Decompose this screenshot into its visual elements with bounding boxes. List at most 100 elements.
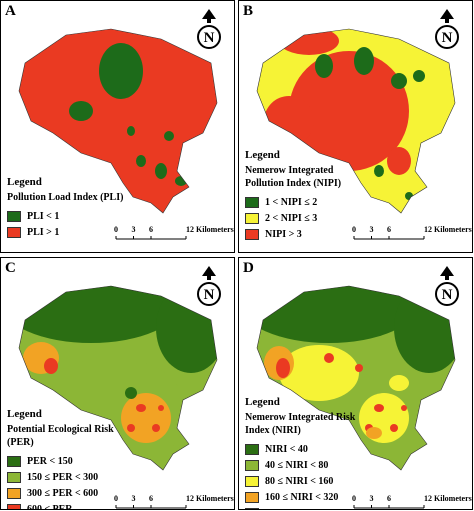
ring bbox=[435, 25, 459, 49]
zone bbox=[125, 387, 137, 399]
zone bbox=[156, 286, 217, 373]
map-layer bbox=[19, 29, 217, 213]
map: N 0 3 6 12 Kilometers bbox=[256, 266, 472, 509]
zone bbox=[152, 424, 160, 432]
panel-letter: C bbox=[5, 260, 16, 276]
panel-letter: D bbox=[243, 260, 254, 276]
scale-label: 12 Kilometers bbox=[186, 225, 234, 234]
legend-swatch bbox=[245, 459, 259, 471]
legend-title: Legend bbox=[245, 149, 280, 161]
zone bbox=[374, 404, 384, 412]
legend-swatch bbox=[245, 196, 259, 208]
north-label: N bbox=[204, 287, 215, 303]
zone bbox=[401, 405, 407, 411]
zone bbox=[289, 51, 409, 171]
legend: Legend Pollution Load Index (PLI) PLI < 1 P… bbox=[7, 176, 135, 240]
legend-label: 600 ≤ PER bbox=[27, 503, 73, 510]
legend-swatch bbox=[245, 228, 259, 240]
scale-label: 6 bbox=[149, 225, 153, 234]
legend-title: Legend bbox=[7, 176, 42, 188]
legend-title: Legend bbox=[7, 408, 42, 420]
legend-swatch bbox=[245, 491, 259, 503]
scale-bar: 0 3 6 12 Kilometers bbox=[114, 494, 234, 509]
legend-label: 160 ≤ NIRI < 320 bbox=[265, 491, 339, 503]
map: N 0 3 6 12 Kilometers bbox=[18, 266, 234, 509]
legend: Legend Nemerow Integrated Risk Index (NIR… bbox=[245, 396, 373, 510]
map-panel: N 0 3 6 12 Kilometers B Legend Nemerow Integrat… bbox=[238, 0, 473, 253]
scale-bar: 0 3 6 12 Kilometers bbox=[352, 225, 472, 240]
legend-item: PER < 150 bbox=[7, 453, 135, 469]
boundary bbox=[18, 28, 218, 214]
zone bbox=[19, 286, 181, 343]
zone bbox=[173, 441, 189, 455]
legend-label: 40 ≤ NIRI < 80 bbox=[265, 459, 329, 471]
zone bbox=[315, 54, 333, 78]
scale-bar: 0 3 6 12 Kilometers bbox=[352, 494, 472, 509]
zone bbox=[127, 126, 135, 136]
legend-title: Legend bbox=[245, 396, 280, 408]
map-area bbox=[19, 286, 217, 470]
legend-label: 80 ≤ NIRI < 160 bbox=[265, 475, 334, 487]
scale-label: 0 bbox=[352, 225, 356, 234]
ring bbox=[435, 282, 459, 306]
scale-bar: 0 3 6 12 Kilometers bbox=[114, 225, 234, 240]
zone bbox=[366, 427, 382, 439]
zone bbox=[44, 358, 58, 374]
legend-label: NIRI ≥ 320 bbox=[265, 508, 313, 510]
index-name: Pollution Load Index (PLI) bbox=[7, 192, 124, 203]
zone bbox=[354, 47, 374, 75]
legend-swatch bbox=[245, 443, 259, 455]
legend-label: PLI > 1 bbox=[27, 226, 60, 238]
zone bbox=[99, 43, 143, 99]
index-name: Potential Ecological Risk (PER) bbox=[7, 424, 114, 448]
zone bbox=[279, 345, 359, 401]
zone bbox=[276, 358, 290, 378]
legend-item: PLI < 1 bbox=[7, 208, 135, 224]
ring bbox=[197, 25, 221, 49]
zone bbox=[155, 163, 167, 179]
region bbox=[19, 29, 217, 213]
legend-label: NIPI > 3 bbox=[265, 228, 302, 240]
legend-label: PLI < 1 bbox=[27, 210, 60, 222]
legend-item: 160 ≤ NIRI < 320 bbox=[245, 489, 373, 505]
zone bbox=[355, 364, 363, 372]
legend-item: 150 ≤ PER < 300 bbox=[7, 469, 135, 485]
legend-item: 80 ≤ NIRI < 160 bbox=[245, 473, 373, 489]
legend-swatch bbox=[7, 471, 21, 483]
legend-label: PER < 150 bbox=[27, 455, 73, 467]
zone bbox=[374, 165, 384, 177]
legend-item: NIRI ≥ 320 bbox=[245, 505, 373, 510]
map-area bbox=[257, 286, 455, 470]
map-panel: N 0 3 6 12 Kilometers A Legend Pollution Load I… bbox=[0, 0, 235, 253]
map-panel: N 0 3 6 12 Kilometers C Legend Potential Ecolog… bbox=[0, 257, 235, 510]
legend-item: 40 ≤ NIRI < 80 bbox=[245, 457, 373, 473]
legend-swatch bbox=[7, 226, 21, 238]
ring bbox=[197, 282, 221, 306]
panel-letter: B bbox=[243, 3, 254, 19]
scale-label: 3 bbox=[132, 494, 136, 503]
legend-swatch bbox=[7, 210, 21, 222]
scale-label: 3 bbox=[132, 225, 136, 234]
zone bbox=[164, 131, 174, 141]
boundary bbox=[18, 285, 218, 471]
scale-label: 6 bbox=[387, 494, 391, 503]
scale-label: 0 bbox=[114, 494, 118, 503]
legend-swatch bbox=[7, 487, 21, 499]
legend-label: 2 < NIPI ≤ 3 bbox=[265, 212, 318, 224]
map-layer bbox=[257, 286, 455, 470]
north-label: N bbox=[442, 287, 453, 303]
panel-letter: A bbox=[5, 3, 16, 19]
zone bbox=[136, 155, 146, 167]
legend-swatch bbox=[245, 475, 259, 487]
zone bbox=[394, 286, 455, 373]
zone bbox=[324, 353, 334, 363]
legend-swatch bbox=[245, 212, 259, 224]
arrow bbox=[202, 266, 216, 280]
scale-label: 3 bbox=[370, 225, 374, 234]
legend-swatch bbox=[7, 455, 21, 467]
legend-item: NIPI > 3 bbox=[245, 226, 373, 242]
legend-label: NIRI < 40 bbox=[265, 443, 308, 455]
legend-label: 1 < NIPI ≤ 2 bbox=[265, 196, 318, 208]
zone bbox=[264, 96, 314, 146]
